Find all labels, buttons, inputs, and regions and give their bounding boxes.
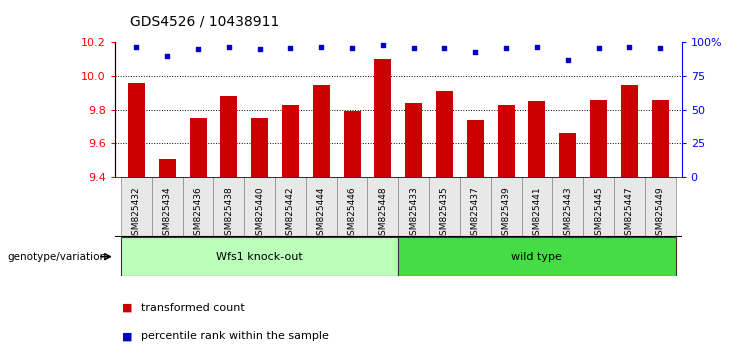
Point <box>316 44 328 49</box>
Bar <box>190 118 207 177</box>
Point <box>223 44 235 49</box>
Text: GDS4526 / 10438911: GDS4526 / 10438911 <box>130 14 279 28</box>
Text: GSM825438: GSM825438 <box>225 186 233 241</box>
Text: GSM825449: GSM825449 <box>656 186 665 241</box>
Bar <box>220 96 237 177</box>
Point <box>192 46 204 52</box>
Text: GSM825433: GSM825433 <box>409 186 418 241</box>
Bar <box>121 177 152 237</box>
Text: GSM825448: GSM825448 <box>379 186 388 241</box>
Point <box>439 45 451 51</box>
Text: ■: ■ <box>122 331 133 341</box>
Point <box>408 45 419 51</box>
Text: GSM825446: GSM825446 <box>348 186 356 241</box>
Bar <box>182 177 213 237</box>
Bar <box>522 177 552 237</box>
Text: percentile rank within the sample: percentile rank within the sample <box>141 331 329 341</box>
Bar <box>651 100 668 177</box>
Text: GSM825443: GSM825443 <box>563 186 572 241</box>
Bar <box>491 177 522 237</box>
Point <box>346 45 358 51</box>
Bar <box>399 177 429 237</box>
Bar <box>121 237 399 276</box>
Bar <box>467 120 484 177</box>
Bar <box>436 91 453 177</box>
Bar <box>528 101 545 177</box>
Bar <box>344 112 361 177</box>
Bar <box>128 83 145 177</box>
Text: GSM825432: GSM825432 <box>132 186 141 241</box>
Text: GSM825440: GSM825440 <box>255 186 264 241</box>
Point <box>623 44 635 49</box>
Bar <box>251 118 268 177</box>
Text: GSM825434: GSM825434 <box>163 186 172 241</box>
Text: GSM825447: GSM825447 <box>625 186 634 241</box>
Text: genotype/variation: genotype/variation <box>7 252 107 262</box>
Bar <box>429 177 460 237</box>
Bar <box>313 85 330 177</box>
Point <box>285 45 296 51</box>
Point <box>593 45 605 51</box>
Text: GSM825437: GSM825437 <box>471 186 480 241</box>
Text: GSM825441: GSM825441 <box>533 186 542 241</box>
Point <box>130 44 142 49</box>
Bar <box>306 177 336 237</box>
Bar <box>152 177 182 237</box>
Bar <box>374 59 391 177</box>
Text: transformed count: transformed count <box>141 303 245 313</box>
Text: wild type: wild type <box>511 252 562 262</box>
Bar <box>498 105 514 177</box>
Text: GSM825445: GSM825445 <box>594 186 603 241</box>
Text: ■: ■ <box>122 303 133 313</box>
Bar <box>590 100 607 177</box>
Bar <box>336 177 368 237</box>
Bar <box>614 177 645 237</box>
Bar <box>460 177 491 237</box>
Text: GSM825435: GSM825435 <box>440 186 449 241</box>
Point <box>654 45 666 51</box>
Bar <box>621 85 638 177</box>
Point <box>500 45 512 51</box>
Text: GSM825444: GSM825444 <box>316 186 326 240</box>
Point <box>531 44 543 49</box>
Point <box>253 46 265 52</box>
Point <box>377 42 389 48</box>
Bar <box>368 177 399 237</box>
Bar <box>282 105 299 177</box>
Bar <box>583 177 614 237</box>
Bar <box>275 177 306 237</box>
Bar <box>405 103 422 177</box>
Bar <box>213 177 245 237</box>
Point <box>562 57 574 63</box>
Text: GSM825436: GSM825436 <box>193 186 202 241</box>
Text: GSM825439: GSM825439 <box>502 186 511 241</box>
Bar <box>245 177 275 237</box>
Point <box>469 49 481 55</box>
Text: GSM825442: GSM825442 <box>286 186 295 240</box>
Bar <box>559 133 576 177</box>
Bar <box>552 177 583 237</box>
Bar <box>159 159 176 177</box>
Bar <box>645 177 676 237</box>
Text: Wfs1 knock-out: Wfs1 knock-out <box>216 252 303 262</box>
Bar <box>399 237 676 276</box>
Point <box>162 53 173 59</box>
